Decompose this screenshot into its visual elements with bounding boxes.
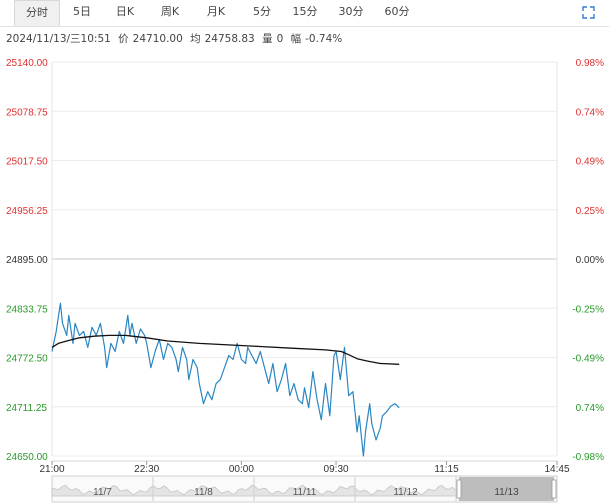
price-value: 24710.00 [132,33,183,45]
y-tick-label-left: 25017.50 [6,157,48,168]
navigator-mini-series [51,484,460,497]
tab-60-min[interactable]: 60分 [384,5,410,18]
y-tick-label-right: 0.98% [576,58,604,69]
volume-value: 0 [276,33,284,45]
y-tick-label-right: 0.49% [576,157,604,168]
tab-weekly-k[interactable]: 周K [160,5,180,18]
navigator-handle[interactable] [456,479,462,499]
y-tick-label-right: -0.49% [572,354,604,365]
time-navigator: 11/7 11/8 11/11 11/12 11/13 [51,475,558,503]
navigator-date-label: 11/7 [93,487,112,498]
tab-time-share[interactable]: 分时 [14,0,60,26]
y-tick-label-right: 0.74% [576,403,604,414]
y-tick-label-right: 0.25% [576,206,604,217]
y-tick-label-left: 25140.00 [6,58,48,69]
y-tick-label-left: 24956.25 [6,206,48,217]
y-axis-right-labels: 0.98% 0.74% 0.49% 0.25% 0.00% -0.25% -0.49% 0.7… [572,58,604,463]
tab-5-min[interactable]: 5分 [253,5,271,18]
navigator-date-label: 11/12 [393,487,418,498]
y-axis-left-labels: 25140.00 25078.75 25017.50 24956.25 24895.00… [6,58,48,463]
chart-series [51,302,400,457]
y-tick-label-left: 24772.50 [6,354,48,365]
avg-label: 均 [190,33,201,45]
volume-label: 量 [262,33,273,45]
y-tick-label-left: 24650.00 [6,452,48,463]
y-tick-label-right: 0.00% [576,255,604,266]
y-tick-label-left: 24895.00 [6,255,48,266]
price-label: 价 [118,33,129,45]
x-axis-labels: 21:00 22:30 00:00 09:30 11:15 14:45 [39,460,570,475]
y-tick-label-left: 24833.75 [6,304,48,315]
navigator-date-label: 11/8 [194,487,213,498]
x-tick-label: 00:00 [229,464,254,475]
period-tab-bar: 分时 5日 日K 周K 月K 5分 15分 30分 60分 [0,0,609,27]
x-tick-label: 09:30 [324,464,349,475]
change-label: 幅 [290,33,302,45]
quote-datetime: 2024/11/13/三10:51 [6,33,111,45]
navigator-handle[interactable] [551,479,557,499]
navigator-date-label: 11/11 [293,487,317,498]
y-tick-label-right: -0.25% [572,304,604,315]
tab-30-min[interactable]: 30分 [338,5,364,18]
x-tick-label: 14:45 [544,464,569,475]
tab-daily-k[interactable]: 日K [115,5,135,18]
x-tick-label: 11:15 [434,464,459,475]
y-tick-label-right: -0.98% [572,452,604,463]
navigator-selected-range[interactable] [459,477,554,501]
y-tick-label-left: 25078.75 [6,107,48,118]
x-tick-label: 22:30 [134,464,159,475]
x-tick-label: 21:00 [39,464,64,475]
y-tick-label-left: 24711.25 [6,403,47,414]
navigator-date-label: 11/13 [494,487,519,498]
average-price-line [51,334,400,365]
tab-5-day[interactable]: 5日 [73,5,91,18]
tab-15-min[interactable]: 15分 [292,5,318,18]
change-value: -0.74% [305,33,343,45]
avg-value: 24758.83 [204,33,255,45]
tab-monthly-k[interactable]: 月K [206,5,226,18]
fullscreen-icon[interactable] [582,6,595,19]
y-tick-label-right: 0.74% [576,107,604,118]
price-line [51,302,400,457]
chart-grid [51,61,558,457]
